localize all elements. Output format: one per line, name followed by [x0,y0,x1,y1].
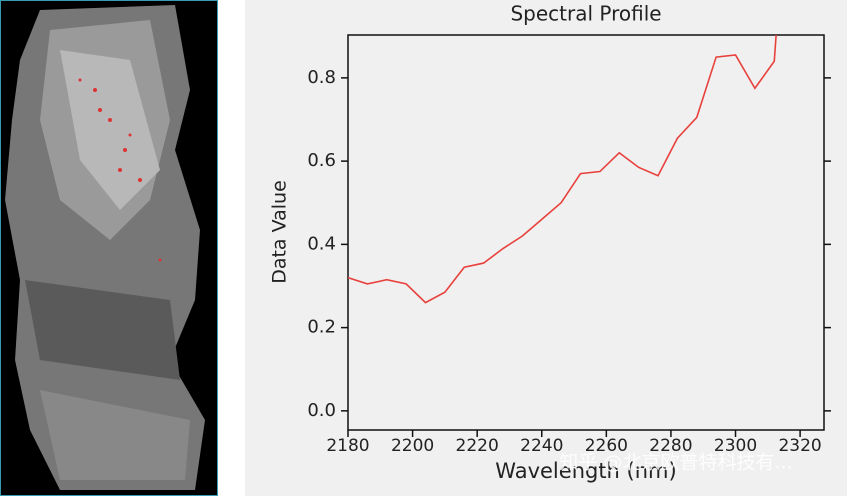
chart-title: Spectral Profile [510,2,661,26]
aerial-region [40,390,190,480]
x-axis-label: Wavelength (nm) [495,459,676,483]
aerial-region [25,280,180,380]
plot-area [347,34,825,431]
y-tick-label: 0.6 [307,150,336,171]
aerial-region [60,50,160,210]
x-tick-label: 2260 [585,436,628,456]
y-axis-label: Data Value [269,180,291,284]
x-tick-label: 2300 [714,436,757,456]
y-tick-label: 0.2 [307,317,336,338]
watermark: 知乎 @北京欧普特科技有... [559,452,792,474]
x-tick-label: 2200 [391,436,434,456]
x-tick-label: 2320 [778,436,821,456]
x-tick-label: 2180 [326,436,369,456]
y-tick-label: 0.8 [307,67,336,88]
image-panel [0,0,218,496]
spectrum-line [348,35,777,304]
y-tick-label: 0.4 [307,233,336,254]
y-tick-label: 0.0 [307,400,336,421]
red-pixels [78,78,162,262]
x-tick-label: 2240 [520,436,563,456]
x-tick-label: 2280 [649,436,692,456]
x-tick-label: 2220 [456,436,499,456]
